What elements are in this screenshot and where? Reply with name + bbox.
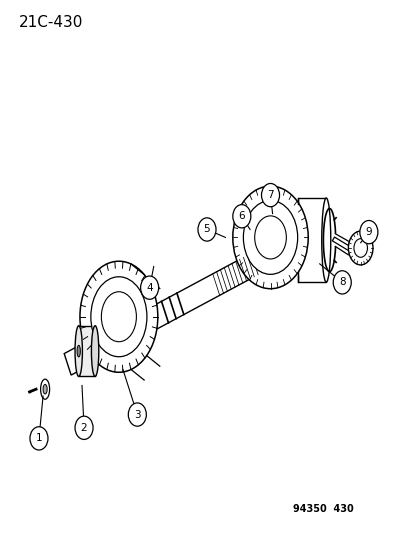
Ellipse shape xyxy=(90,277,147,357)
Ellipse shape xyxy=(101,292,136,342)
Circle shape xyxy=(75,416,93,439)
Text: 21C-430: 21C-430 xyxy=(19,15,83,30)
Polygon shape xyxy=(64,216,326,375)
Circle shape xyxy=(261,183,279,207)
Text: 94350  430: 94350 430 xyxy=(292,504,353,514)
Text: 2: 2 xyxy=(81,423,87,433)
Ellipse shape xyxy=(353,239,367,257)
Polygon shape xyxy=(298,198,325,282)
Ellipse shape xyxy=(348,231,372,265)
Text: 7: 7 xyxy=(266,190,273,200)
Text: 4: 4 xyxy=(146,282,152,293)
Text: 6: 6 xyxy=(238,211,244,221)
Circle shape xyxy=(30,427,48,450)
Ellipse shape xyxy=(80,261,157,372)
Circle shape xyxy=(197,218,216,241)
Text: 1: 1 xyxy=(36,433,42,443)
Circle shape xyxy=(359,221,377,244)
Ellipse shape xyxy=(243,200,297,274)
Ellipse shape xyxy=(321,198,330,282)
Ellipse shape xyxy=(43,384,47,394)
Text: 3: 3 xyxy=(134,409,140,419)
Ellipse shape xyxy=(91,326,99,376)
Circle shape xyxy=(128,403,146,426)
Ellipse shape xyxy=(232,186,308,289)
Text: 8: 8 xyxy=(338,277,345,287)
Ellipse shape xyxy=(254,216,286,259)
Circle shape xyxy=(140,276,158,300)
Polygon shape xyxy=(78,326,95,376)
Circle shape xyxy=(232,205,250,228)
Text: 9: 9 xyxy=(365,227,371,237)
Circle shape xyxy=(332,271,350,294)
Ellipse shape xyxy=(40,379,50,399)
Ellipse shape xyxy=(77,345,80,357)
Ellipse shape xyxy=(75,326,82,376)
Text: 5: 5 xyxy=(203,224,210,235)
